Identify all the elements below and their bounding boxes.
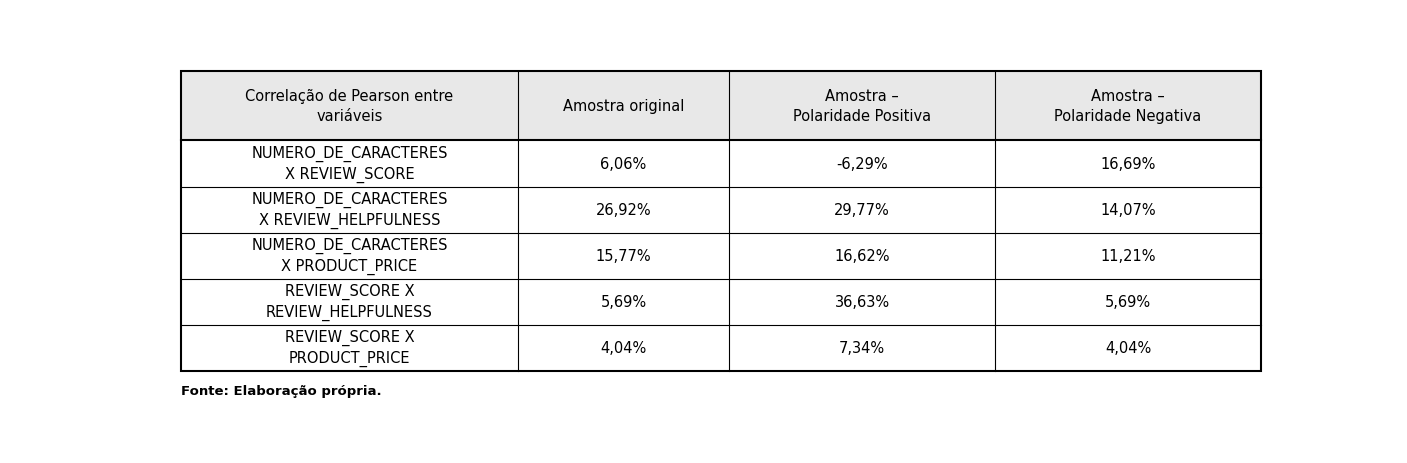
- Bar: [995, 187, 1261, 233]
- Bar: [182, 279, 518, 325]
- Text: -6,29%: -6,29%: [836, 156, 888, 172]
- Text: 14,07%: 14,07%: [1100, 203, 1155, 218]
- Text: 15,77%: 15,77%: [595, 249, 651, 263]
- Text: 4,04%: 4,04%: [601, 341, 647, 356]
- Bar: [729, 72, 995, 141]
- Bar: [995, 233, 1261, 279]
- Bar: [182, 72, 1261, 371]
- Bar: [518, 325, 729, 371]
- Bar: [518, 233, 729, 279]
- Text: Correlação de Pearson entre
variáveis: Correlação de Pearson entre variáveis: [245, 89, 453, 124]
- Text: 29,77%: 29,77%: [834, 203, 891, 218]
- Text: REVIEW_SCORE X
PRODUCT_PRICE: REVIEW_SCORE X PRODUCT_PRICE: [284, 330, 414, 367]
- Text: REVIEW_SCORE X
REVIEW_HELPFULNESS: REVIEW_SCORE X REVIEW_HELPFULNESS: [266, 283, 433, 321]
- Bar: [729, 279, 995, 325]
- Text: NUMERO_DE_CARACTERES
X REVIEW_HELPFULNESS: NUMERO_DE_CARACTERES X REVIEW_HELPFULNES…: [252, 192, 447, 229]
- Bar: [182, 325, 518, 371]
- Text: 36,63%: 36,63%: [834, 294, 889, 310]
- Text: 4,04%: 4,04%: [1104, 341, 1151, 356]
- Text: 7,34%: 7,34%: [839, 341, 885, 356]
- Bar: [729, 325, 995, 371]
- Text: Amostra original: Amostra original: [563, 99, 684, 114]
- Bar: [729, 233, 995, 279]
- Text: 11,21%: 11,21%: [1100, 249, 1155, 263]
- Bar: [182, 72, 518, 141]
- Bar: [518, 187, 729, 233]
- Text: NUMERO_DE_CARACTERES
X REVIEW_SCORE: NUMERO_DE_CARACTERES X REVIEW_SCORE: [252, 145, 447, 183]
- Bar: [995, 72, 1261, 141]
- Bar: [182, 233, 518, 279]
- Text: NUMERO_DE_CARACTERES
X PRODUCT_PRICE: NUMERO_DE_CARACTERES X PRODUCT_PRICE: [252, 238, 447, 275]
- Bar: [518, 279, 729, 325]
- Bar: [995, 325, 1261, 371]
- Bar: [729, 141, 995, 187]
- Text: 26,92%: 26,92%: [595, 203, 651, 218]
- Text: 6,06%: 6,06%: [601, 156, 647, 172]
- Text: 16,62%: 16,62%: [834, 249, 889, 263]
- Text: Fonte: Elaboração própria.: Fonte: Elaboração própria.: [182, 384, 381, 397]
- Bar: [995, 141, 1261, 187]
- Text: 5,69%: 5,69%: [1104, 294, 1151, 310]
- Bar: [995, 279, 1261, 325]
- Bar: [182, 187, 518, 233]
- Bar: [182, 141, 518, 187]
- Bar: [729, 187, 995, 233]
- Text: 5,69%: 5,69%: [601, 294, 646, 310]
- Bar: [518, 72, 729, 141]
- Text: Amostra –
Polaridade Negativa: Amostra – Polaridade Negativa: [1054, 89, 1202, 124]
- Text: Amostra –
Polaridade Positiva: Amostra – Polaridade Positiva: [794, 89, 931, 124]
- Text: 16,69%: 16,69%: [1100, 156, 1155, 172]
- Bar: [518, 141, 729, 187]
